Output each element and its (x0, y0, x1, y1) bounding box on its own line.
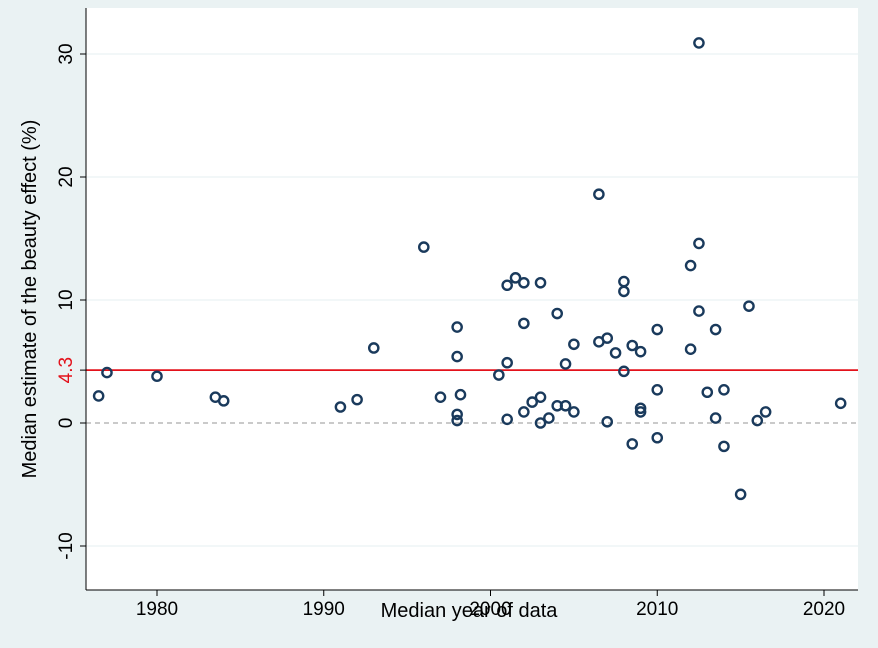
data-point (493, 369, 505, 381)
plot-area (86, 8, 858, 590)
data-point (743, 300, 755, 312)
data-point (759, 406, 772, 418)
y-tick-label: 0 (56, 418, 77, 429)
data-point (534, 276, 547, 289)
data-point (351, 393, 363, 406)
data-point (701, 386, 714, 399)
data-point (534, 391, 547, 403)
data-point (684, 343, 697, 356)
y-tick-label: 10 (56, 289, 77, 310)
data-point (334, 401, 347, 413)
data-point (618, 285, 630, 298)
tick-labels: 1980 1990 2000 2010 2020 -10 0 10 20 30 4.3 (56, 43, 845, 620)
data-point (559, 358, 572, 370)
data-point (651, 323, 664, 336)
data-point (367, 342, 380, 354)
reference-lines (86, 369, 858, 424)
y-tick-label: -10 (56, 532, 77, 559)
data-point (718, 383, 730, 396)
x-tick-label: 1980 (136, 599, 178, 620)
data-point (501, 279, 513, 292)
y-axis-title: Median estimate of the beauty effect (%) (19, 120, 41, 479)
data-point (634, 406, 647, 418)
data-point (92, 390, 105, 402)
data-point (568, 406, 580, 418)
data-point (718, 440, 730, 453)
data-point (501, 356, 513, 369)
data-point (534, 417, 547, 429)
data-point (559, 399, 572, 412)
data-point (651, 383, 664, 396)
x-tick-label: 2000 (469, 599, 511, 620)
data-point (693, 305, 705, 317)
data-point (518, 276, 530, 289)
data-point (543, 412, 555, 424)
data-point (551, 307, 564, 320)
data-point (451, 414, 463, 427)
grid-lines (86, 53, 858, 547)
data-point (618, 365, 630, 378)
data-point (101, 366, 113, 379)
reference-line-label: 4.3 (56, 357, 77, 383)
data-point (634, 402, 647, 415)
data-point (693, 237, 705, 250)
data-point (217, 395, 230, 407)
data-point (709, 412, 722, 424)
data-point (626, 339, 639, 352)
x-tick-label: 1990 (303, 599, 345, 620)
data-point (501, 413, 513, 426)
data-point (417, 241, 430, 253)
data-point (601, 415, 614, 428)
data-point (434, 391, 447, 403)
data-point (626, 438, 639, 450)
x-tick-label: 2010 (636, 599, 678, 620)
x-tick-label: 2020 (803, 599, 845, 620)
data-point (151, 370, 163, 383)
data-point (526, 396, 538, 408)
data-points (92, 37, 847, 501)
data-point (593, 188, 605, 201)
data-point (709, 323, 722, 336)
data-point (454, 388, 467, 401)
y-tick-label: 30 (56, 43, 77, 64)
data-point (568, 338, 580, 351)
x-axis-title: Median year of data (381, 600, 559, 622)
data-point (834, 397, 847, 410)
data-point (734, 488, 747, 501)
data-point (609, 347, 622, 359)
data-point (684, 259, 697, 272)
data-point (634, 345, 647, 358)
data-point (509, 272, 522, 284)
data-point (651, 431, 664, 444)
axes (80, 8, 858, 596)
data-point (451, 408, 463, 421)
data-point (693, 37, 705, 49)
data-point (518, 317, 530, 330)
y-tick-label: 20 (56, 166, 77, 187)
data-point (451, 321, 463, 333)
data-point (601, 332, 614, 344)
data-point (751, 414, 764, 427)
data-point (518, 406, 530, 418)
data-point (451, 350, 463, 363)
